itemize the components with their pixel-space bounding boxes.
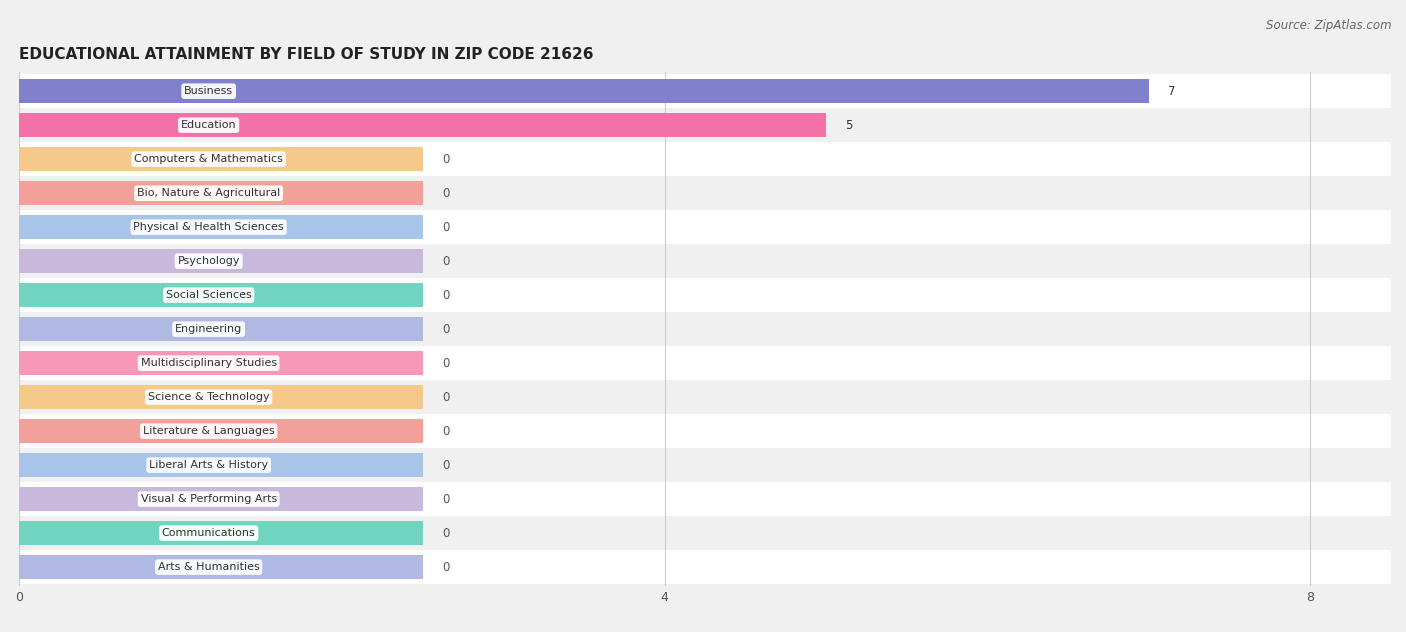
Text: EDUCATIONAL ATTAINMENT BY FIELD OF STUDY IN ZIP CODE 21626: EDUCATIONAL ATTAINMENT BY FIELD OF STUDY… [20, 47, 593, 61]
Text: Science & Technology: Science & Technology [148, 392, 270, 402]
Text: 0: 0 [441, 186, 450, 200]
Bar [20, 176, 1391, 210]
Text: 0: 0 [441, 221, 450, 234]
Text: Literature & Languages: Literature & Languages [143, 426, 274, 436]
Text: 0: 0 [441, 492, 450, 506]
Text: Business: Business [184, 86, 233, 96]
Text: Psychology: Psychology [177, 256, 240, 266]
Text: 5: 5 [845, 119, 853, 131]
Bar [20, 181, 423, 205]
Bar [20, 74, 1391, 108]
Bar [20, 448, 1391, 482]
Text: Visual & Performing Arts: Visual & Performing Arts [141, 494, 277, 504]
Text: Multidisciplinary Studies: Multidisciplinary Studies [141, 358, 277, 368]
Text: Source: ZipAtlas.com: Source: ZipAtlas.com [1267, 19, 1392, 32]
Text: Bio, Nature & Agricultural: Bio, Nature & Agricultural [136, 188, 280, 198]
Bar [20, 414, 1391, 448]
Bar [20, 453, 423, 477]
Bar [20, 317, 423, 341]
Text: 7: 7 [1168, 85, 1175, 98]
Text: 0: 0 [441, 526, 450, 540]
Bar [20, 487, 423, 511]
Bar [20, 351, 423, 375]
Bar [20, 555, 423, 579]
Bar [20, 147, 423, 171]
Bar [20, 249, 423, 273]
Text: 0: 0 [441, 289, 450, 301]
Bar [20, 108, 1391, 142]
Text: 0: 0 [441, 391, 450, 404]
Text: Physical & Health Sciences: Physical & Health Sciences [134, 222, 284, 232]
Bar [20, 346, 1391, 380]
Bar [20, 210, 1391, 244]
Text: 0: 0 [441, 561, 450, 574]
Bar [20, 283, 423, 307]
Bar [20, 516, 1391, 550]
Bar [20, 419, 423, 443]
Bar [20, 113, 827, 137]
Bar [20, 79, 1149, 103]
Text: 0: 0 [441, 323, 450, 336]
Bar [20, 312, 1391, 346]
Text: Education: Education [181, 120, 236, 130]
Text: 0: 0 [441, 356, 450, 370]
Bar [20, 380, 1391, 414]
Text: Computers & Mathematics: Computers & Mathematics [134, 154, 283, 164]
Bar [20, 216, 423, 239]
Text: Communications: Communications [162, 528, 256, 538]
Text: 0: 0 [441, 153, 450, 166]
Text: 0: 0 [441, 425, 450, 437]
Bar [20, 244, 1391, 278]
Bar [20, 278, 1391, 312]
Text: 0: 0 [441, 255, 450, 268]
Bar [20, 482, 1391, 516]
Bar [20, 142, 1391, 176]
Bar [20, 521, 423, 545]
Text: Arts & Humanities: Arts & Humanities [157, 562, 260, 572]
Text: Social Sciences: Social Sciences [166, 290, 252, 300]
Text: Liberal Arts & History: Liberal Arts & History [149, 460, 269, 470]
Text: 0: 0 [441, 459, 450, 471]
Text: Engineering: Engineering [174, 324, 242, 334]
Bar [20, 386, 423, 409]
Bar [20, 550, 1391, 584]
